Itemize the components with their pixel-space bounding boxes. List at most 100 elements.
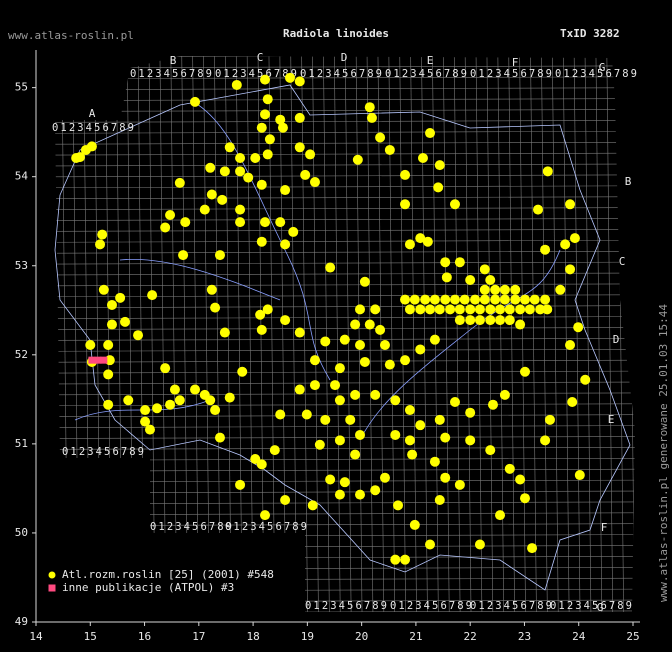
atpol-grid-line: [562, 56, 570, 612]
point: [280, 315, 291, 326]
point: [407, 449, 418, 460]
x-tick-label: 21: [409, 630, 422, 643]
point: [415, 420, 426, 431]
point: [355, 429, 366, 440]
point: [355, 304, 366, 315]
y-tick-label: 52: [15, 348, 28, 361]
point: [565, 264, 576, 275]
atpol-grid-line: [55, 283, 635, 287]
point: [495, 304, 506, 315]
point: [103, 340, 114, 351]
atpol-row-label: F: [601, 521, 608, 534]
x-tick-label: 24: [572, 630, 586, 643]
point: [214, 250, 225, 261]
point: [515, 304, 526, 315]
atpol-grid-line: [55, 120, 635, 123]
point: [275, 217, 286, 228]
point: [474, 304, 485, 315]
point: [495, 315, 506, 326]
x-tick-label: 19: [301, 630, 314, 643]
atpol-grid-line: [595, 56, 603, 612]
point: [425, 539, 436, 550]
point: [237, 366, 248, 377]
point: [384, 359, 395, 370]
point: [160, 222, 171, 233]
point: [519, 294, 530, 305]
point: [199, 204, 210, 215]
atpol-column-label: E: [427, 54, 434, 67]
atpol-grid-line: [55, 447, 635, 450]
point: [415, 233, 426, 244]
x-tick-label: 20: [355, 630, 368, 643]
point: [231, 79, 242, 90]
point: [465, 315, 476, 326]
point: [330, 380, 341, 391]
point: [71, 152, 82, 163]
point: [256, 459, 267, 470]
map-title: Radiola linoides: [283, 27, 389, 40]
point: [441, 272, 452, 283]
point: [294, 384, 305, 395]
atpol-grid-line: [486, 56, 494, 612]
point: [256, 179, 267, 190]
point: [404, 405, 415, 416]
point: [504, 315, 515, 326]
point: [542, 166, 553, 177]
atpol-grid-line: [55, 163, 635, 167]
point: [425, 304, 436, 315]
point: [465, 407, 476, 418]
point: [85, 340, 96, 351]
point: [214, 432, 225, 443]
marks: [71, 72, 591, 565]
atpol-grid-line: [55, 196, 635, 199]
atpol-grid-line: [573, 56, 581, 612]
point: [574, 470, 585, 481]
point: [174, 395, 185, 406]
point: [440, 432, 451, 443]
atpol-grid-line: [55, 185, 635, 189]
point: [417, 152, 428, 163]
point: [190, 384, 201, 395]
atpol-grid-line: [530, 56, 537, 612]
y-tick-label: 55: [15, 81, 28, 94]
point: [325, 474, 336, 485]
point: [355, 489, 366, 500]
point: [515, 474, 526, 485]
atpol-grid-line: [355, 56, 363, 612]
point: [415, 304, 426, 315]
point: [400, 294, 411, 305]
point: [350, 389, 361, 400]
atpol-grid-line: [519, 56, 526, 612]
point: [140, 416, 151, 427]
x-tick-label: 16: [138, 630, 151, 643]
point: [499, 284, 510, 295]
point: [555, 284, 566, 295]
point: [294, 76, 305, 87]
point: [262, 94, 273, 105]
point: [260, 510, 271, 521]
atpol-grid-line: [55, 425, 635, 428]
point: [260, 74, 271, 85]
point: [120, 316, 131, 327]
point: [133, 330, 144, 341]
x-tick-label: 23: [518, 630, 531, 643]
point: [309, 177, 320, 188]
point: [147, 290, 158, 301]
point: [106, 319, 117, 330]
point: [434, 494, 445, 505]
point: [359, 276, 370, 287]
point: [205, 162, 216, 173]
point: [305, 149, 316, 160]
point: [535, 304, 546, 315]
atpol-column-label: B: [170, 54, 177, 67]
atpol-column-label: F: [512, 56, 519, 69]
point: [504, 304, 515, 315]
legend-swatch: [48, 584, 56, 592]
point: [390, 395, 401, 406]
atpol-grid-line: [55, 240, 635, 243]
atpol-grid-line: [377, 56, 385, 612]
point: [294, 142, 305, 153]
atpol-grid-line: [55, 359, 635, 363]
point: [409, 294, 420, 305]
atpol-grid-line: [475, 56, 483, 612]
